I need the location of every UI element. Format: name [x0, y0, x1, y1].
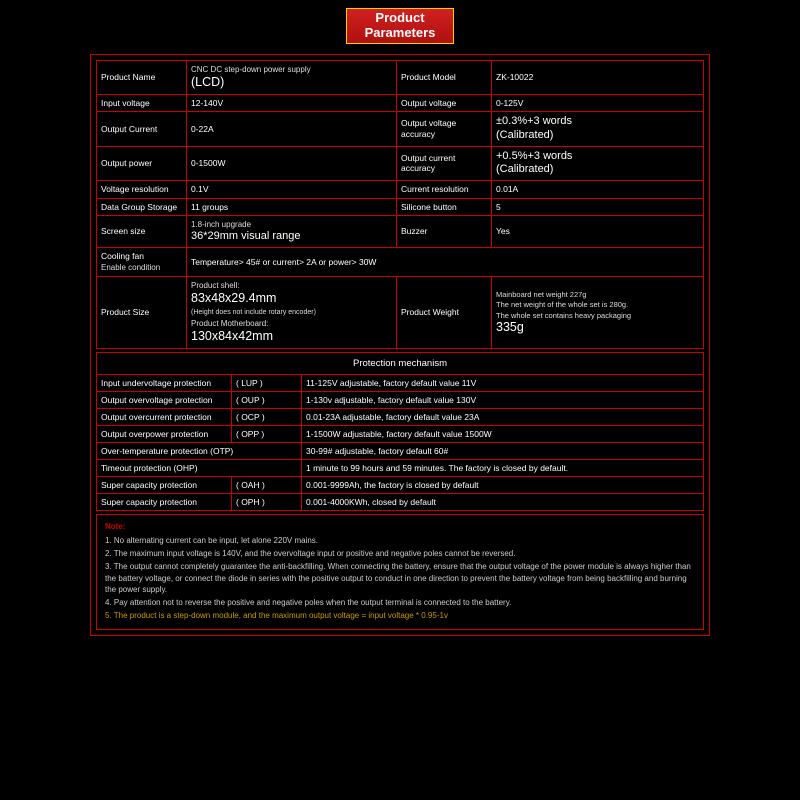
cell-val: +0.5%+3 words(Calibrated) — [492, 146, 704, 181]
prot-lbl: Output overcurrent protection — [97, 408, 232, 425]
cell-lbl: Output current accuracy — [397, 146, 492, 181]
prot-val: 0.001-9999Ah, the factory is closed by d… — [302, 476, 704, 493]
prot-lbl: Over-temperature protection (OTP) — [97, 442, 302, 459]
prot-code: ( OCP ) — [232, 408, 302, 425]
cell-lbl: Product Model — [397, 60, 492, 94]
cell-val: 0.01A — [492, 181, 704, 199]
prot-lbl: Output overpower protection — [97, 425, 232, 442]
title-line2: Parameters — [365, 26, 436, 41]
cell-val: 0-1500W — [187, 146, 397, 181]
prot-lbl: Output overvoltage protection — [97, 391, 232, 408]
prot-val: 0.01-23A adjustable, factory default val… — [302, 408, 704, 425]
cell-lbl: Product Weight — [397, 276, 492, 348]
cell-lbl: Data Group Storage — [97, 198, 187, 216]
spec-sheet: Product Name CNC DC step-down power supp… — [90, 54, 710, 636]
note-line: 1. No alternating current can be input, … — [105, 535, 695, 546]
cell-lbl: Screen size — [97, 216, 187, 248]
note-line: 5. The product is a step-down module, an… — [105, 610, 695, 621]
prot-lbl: Input undervoltage protection — [97, 374, 232, 391]
cell-val: ZK-10022 — [492, 60, 704, 94]
cell-val: Mainboard net weight 227g The net weight… — [492, 276, 704, 348]
cell-lbl: Buzzer — [397, 216, 492, 248]
prot-code: ( LUP ) — [232, 374, 302, 391]
prot-lbl: Super capacity protection — [97, 493, 232, 510]
cell-lbl: Silicone button — [397, 198, 492, 216]
prot-val: 11-125V adjustable, factory default valu… — [302, 374, 704, 391]
cell-val: 1.8-inch upgrade36*29mm visual range — [187, 216, 397, 248]
prot-code: ( OUP ) — [232, 391, 302, 408]
note-line: 4. Pay attention not to reverse the posi… — [105, 597, 695, 608]
prot-lbl: Super capacity protection — [97, 476, 232, 493]
cell-val: 11 groups — [187, 198, 397, 216]
cell-lbl: Product Name — [97, 60, 187, 94]
prot-val: 0.001-4000KWh, closed by default — [302, 493, 704, 510]
cell-val: CNC DC step-down power supply(LCD) — [187, 60, 397, 94]
prot-header: Protection mechanism — [97, 352, 704, 374]
cell-lbl: Product Size — [97, 276, 187, 348]
cell-val: 0-22A — [187, 112, 397, 147]
prot-lbl: Timeout protection (OHP) — [97, 459, 302, 476]
prot-code: ( OAH ) — [232, 476, 302, 493]
cell-val: 0-125V — [492, 94, 704, 112]
cell-val: Temperature> 45# or current> 2A or power… — [187, 248, 704, 277]
prot-code: ( OPP ) — [232, 425, 302, 442]
cell-val: 5 — [492, 198, 704, 216]
cell-lbl: Cooling fanEnable condition — [97, 248, 187, 277]
prot-val: 30-99# adjustable, factory default 60# — [302, 442, 704, 459]
note-line: 2. The maximum input voltage is 140V, an… — [105, 548, 695, 559]
prot-val: 1-130v adjustable, factory default value… — [302, 391, 704, 408]
cell-lbl: Output voltage — [397, 94, 492, 112]
cell-val: Product shell: 83x48x29.4mm (Height does… — [187, 276, 397, 348]
cell-val: Yes — [492, 216, 704, 248]
notes-box: Note: 1. No alternating current can be i… — [96, 514, 704, 631]
cell-lbl: Current resolution — [397, 181, 492, 199]
title-line1: Product — [365, 11, 436, 26]
note-line: 3. The output cannot completely guarante… — [105, 561, 695, 595]
note-title: Note: — [105, 521, 695, 532]
prot-val: 1-1500W adjustable, factory default valu… — [302, 425, 704, 442]
protection-table: Protection mechanism Input undervoltage … — [96, 352, 704, 511]
cell-lbl: Voltage resolution — [97, 181, 187, 199]
title-banner: Product Parameters — [346, 8, 455, 44]
cell-lbl: Input voltage — [97, 94, 187, 112]
cell-val: 12-140V — [187, 94, 397, 112]
cell-lbl: Output power — [97, 146, 187, 181]
prot-code: ( OPH ) — [232, 493, 302, 510]
cell-val: 0.1V — [187, 181, 397, 199]
cell-lbl: Output Current — [97, 112, 187, 147]
spec-table: Product Name CNC DC step-down power supp… — [96, 60, 704, 349]
cell-val: ±0.3%+3 words(Calibrated) — [492, 112, 704, 147]
cell-lbl: Output voltage accuracy — [397, 112, 492, 147]
prot-val: 1 minute to 99 hours and 59 minutes. The… — [302, 459, 704, 476]
